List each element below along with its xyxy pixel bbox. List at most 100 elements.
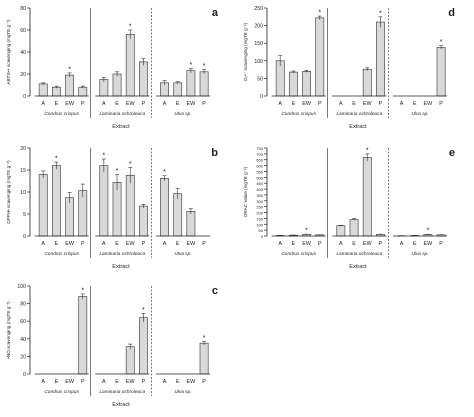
bar-e-4 <box>336 225 346 237</box>
x-tick-label: P <box>202 379 206 385</box>
bar-a-5 <box>112 73 122 97</box>
bar-c-6 <box>125 346 135 375</box>
bar-c-7 <box>139 317 148 375</box>
significance-star: * <box>190 62 193 69</box>
chart-panel-d: 0 50 100 150 200 250 O₂•⁻ scavenging (mgTE g⁻¹… <box>243 6 455 130</box>
x-tick-label: P <box>379 101 383 107</box>
y-tick-label: 5 <box>23 212 26 218</box>
bar-a-7 <box>139 61 148 97</box>
x-tick-label: A <box>163 379 167 385</box>
y-tick-label: 500 <box>256 175 263 180</box>
bar-a-2 <box>65 74 74 97</box>
x-tick-label: A <box>163 101 167 107</box>
x-tick-label: EW <box>424 241 434 247</box>
group-label: Laminaria ochroleuca <box>336 251 382 257</box>
x-tick-label: P <box>81 241 85 247</box>
group-label: Laminaria ochroleuca <box>99 251 145 257</box>
x-axis-label: Extract <box>349 124 367 130</box>
x-tick-label: EW <box>65 379 75 385</box>
x-tick-label: A <box>400 101 404 107</box>
x-tick-label: EW <box>126 379 136 385</box>
y-tick-label: 0 <box>261 234 264 239</box>
y-tick-label: 250 <box>256 205 263 210</box>
group-label: Condrus crispus <box>281 111 316 117</box>
y-tick-label: 100 <box>254 59 263 65</box>
panel-label: b <box>211 147 218 159</box>
y-tick-label: 350 <box>256 193 263 198</box>
group-label: Laminaria ochroleuca <box>99 111 145 117</box>
group-label: Ulva sp. <box>174 111 191 117</box>
bar-d-6 <box>362 68 372 97</box>
x-axis-label: Extract <box>112 264 130 270</box>
x-tick-label: A <box>102 241 106 247</box>
x-tick-label: E <box>115 241 119 247</box>
x-tick-label: P <box>142 241 146 247</box>
x-tick-label: EW <box>65 241 75 247</box>
bar-a-0 <box>38 83 48 97</box>
significance-star: * <box>305 228 308 235</box>
x-tick-label: E <box>413 241 417 247</box>
y-tick-label: 750 <box>256 146 263 151</box>
y-tick-label: 40 <box>20 50 26 56</box>
panel-label: d <box>448 7 455 19</box>
y-axis-label: DPPH• scavenging (mgTE g⁻¹) <box>6 160 11 224</box>
significance-star: * <box>318 10 321 17</box>
x-tick-label: E <box>352 241 356 247</box>
y-tick-label: 20 <box>20 72 26 78</box>
panel-label: a <box>212 7 219 19</box>
y-axis-label: ABTS•+ scavenging (mgTE g⁻¹) <box>6 19 11 85</box>
x-tick-label: E <box>292 241 296 247</box>
x-tick-label: EW <box>363 101 373 107</box>
y-tick-label: 250 <box>254 6 263 12</box>
bar-c-3 <box>78 296 88 375</box>
bar-a-4 <box>99 79 109 97</box>
x-tick-label: A <box>339 101 343 107</box>
y-axis-label: O₂•⁻ scavenging (mgTE g⁻¹) <box>243 22 248 81</box>
x-axis-label: Extract <box>112 402 130 408</box>
bar-e-6 <box>362 157 372 237</box>
y-tick-label: 50 <box>259 228 264 233</box>
x-tick-label: A <box>102 379 106 385</box>
x-tick-label: EW <box>126 101 136 107</box>
y-tick-label: 0 <box>23 372 26 378</box>
x-tick-label: P <box>439 101 443 107</box>
x-tick-label: E <box>176 379 180 385</box>
y-tick-label: 700 <box>256 152 263 157</box>
chart-panel-a: 0 20 40 60 80 ABTS•+ scavenging (mgTE g⁻¹) A E *… <box>6 6 219 130</box>
bar-a-1 <box>51 86 61 97</box>
significance-star: * <box>203 63 206 70</box>
bar-b-10 <box>186 211 196 237</box>
bar-c-11 <box>199 342 209 375</box>
x-tick-label: A <box>163 241 167 247</box>
group-label: Condrus crispus <box>44 251 79 257</box>
bar-a-3 <box>78 86 88 97</box>
bar-a-10 <box>186 70 196 97</box>
x-axis-label: Extract <box>349 264 367 270</box>
significance-star: * <box>427 228 430 235</box>
x-tick-label: P <box>379 241 383 247</box>
bar-b-7 <box>139 205 148 237</box>
bar-e-5 <box>349 219 359 237</box>
y-tick-label: 650 <box>256 158 263 163</box>
group-label: Ulva sp. <box>174 251 191 257</box>
x-tick-label: E <box>413 101 417 107</box>
significance-star: * <box>102 153 105 160</box>
x-tick-label: EW <box>302 101 312 107</box>
bar-d-2 <box>302 71 311 97</box>
y-tick-label: 200 <box>254 24 263 30</box>
bar-b-1 <box>51 165 61 237</box>
x-tick-label: E <box>115 101 119 107</box>
x-tick-label: P <box>318 241 322 247</box>
x-tick-label: EW <box>65 101 75 107</box>
x-tick-label: A <box>41 101 45 107</box>
x-tick-label: P <box>202 101 206 107</box>
y-tick-label: 50 <box>257 76 263 82</box>
x-tick-label: E <box>115 379 119 385</box>
bar-b-9 <box>173 193 183 237</box>
x-tick-label: A <box>102 101 106 107</box>
x-tick-label: EW <box>187 101 197 107</box>
x-tick-label: P <box>81 379 85 385</box>
group-label: Ulva sp. <box>174 389 191 395</box>
x-tick-label: EW <box>126 241 136 247</box>
group-label: Ulva sp. <box>411 111 428 117</box>
